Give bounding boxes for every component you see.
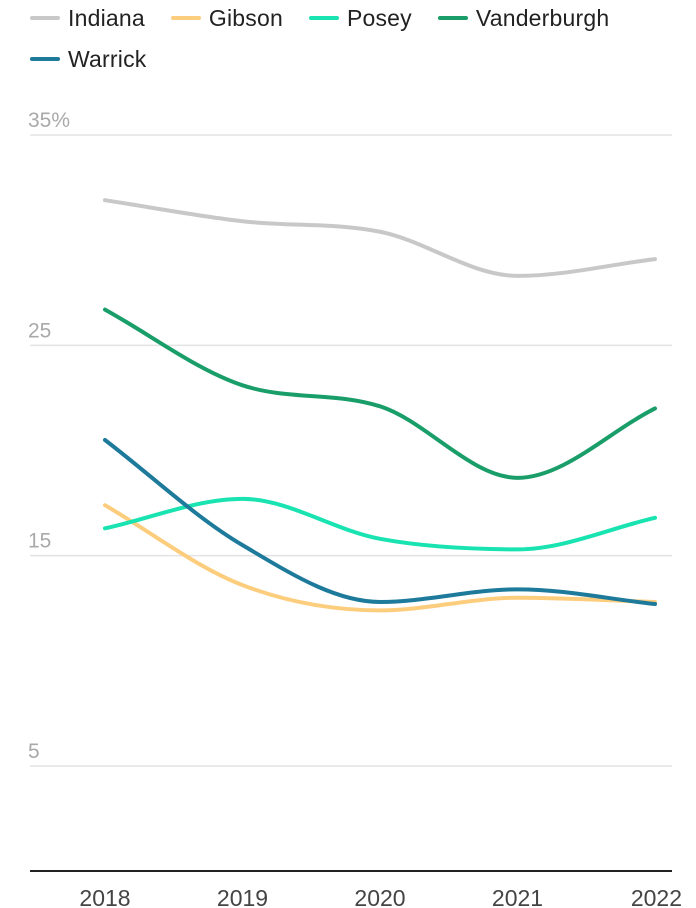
series-line-vanderburgh [103,307,657,480]
y-axis: 35% 25 15 5 [28,109,70,763]
legend-label: Indiana [68,4,145,31]
gridlines [30,134,672,767]
legend-swatch [170,16,201,20]
legend-item-indiana: Indiana [30,4,145,32]
legend-swatch [308,16,339,20]
y-tick-label: 25 [28,319,51,342]
series-line-indiana [103,198,657,278]
legend-item-warrick: Warrick [30,45,146,73]
series-lines [103,198,657,613]
y-tick-label: 35% [28,109,70,132]
x-tick-label: 2018 [79,885,130,908]
x-tick-label: 2022 [631,885,682,908]
legend-swatch [437,16,468,20]
legend-label: Gibson [208,4,283,31]
legend-label: Posey [346,4,412,31]
chart-legend: Indiana Gibson Posey Vanderburgh Warrick [30,4,680,73]
series-line-gibson [103,503,657,613]
x-tick-label: 2020 [354,885,405,908]
legend-item-vanderburgh: Vanderburgh [437,4,610,32]
x-tick-label: 2021 [492,885,543,908]
legend-label: Vanderburgh [475,4,610,31]
x-axis: 2018 2019 2020 2021 2022 [79,885,682,908]
y-tick-label: 15 [28,530,51,553]
legend-swatch [30,57,60,61]
legend-item-gibson: Gibson [170,4,283,32]
legend-label: Warrick [68,45,147,72]
y-tick-label: 5 [28,740,40,763]
legend-item-posey: Posey [308,4,412,32]
series-line-warrick [103,437,657,607]
x-tick-label: 2019 [217,885,268,908]
legend-swatch [30,16,60,20]
series-line-posey [103,496,657,552]
